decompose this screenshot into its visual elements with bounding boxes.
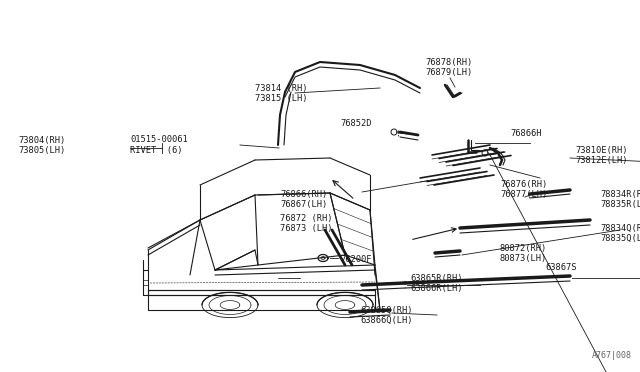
Text: 78835Q(LH): 78835Q(LH)	[600, 234, 640, 243]
Text: 63866R(LH): 63866R(LH)	[410, 283, 463, 292]
Text: 76852D: 76852D	[340, 119, 371, 128]
Text: 76879(LH): 76879(LH)	[425, 68, 472, 77]
Text: 01515-00061: 01515-00061	[130, 135, 188, 144]
Text: 76867(LH): 76867(LH)	[280, 201, 327, 209]
Text: 78834Q(RH): 78834Q(RH)	[600, 224, 640, 232]
Text: 73810E(RH): 73810E(RH)	[575, 145, 627, 154]
Text: 80873(LH): 80873(LH)	[500, 253, 547, 263]
Text: 63865Q(RH): 63865Q(RH)	[360, 305, 413, 314]
Text: 73805(LH): 73805(LH)	[18, 145, 65, 154]
Text: 78834R(RH): 78834R(RH)	[600, 190, 640, 199]
Text: 76872 (RH): 76872 (RH)	[280, 214, 333, 222]
Text: 76200F: 76200F	[340, 256, 371, 264]
Text: 78835R(LH): 78835R(LH)	[600, 201, 640, 209]
Text: 73814 (RH): 73814 (RH)	[255, 83, 307, 93]
Text: 76866H: 76866H	[510, 128, 541, 138]
Text: 76876(RH): 76876(RH)	[500, 180, 547, 189]
Text: A767|008: A767|008	[592, 351, 632, 360]
Text: 73804(RH): 73804(RH)	[18, 135, 65, 144]
Text: 73812E(LH): 73812E(LH)	[575, 155, 627, 164]
Text: 73815 (LH): 73815 (LH)	[255, 93, 307, 103]
Text: 76873 (LH): 76873 (LH)	[280, 224, 333, 232]
Text: 63867S: 63867S	[545, 263, 577, 273]
Text: 76878(RH): 76878(RH)	[425, 58, 472, 67]
Text: 76866(RH): 76866(RH)	[280, 190, 327, 199]
Text: RIVET  (6): RIVET (6)	[130, 145, 182, 154]
Text: 63866Q(LH): 63866Q(LH)	[360, 315, 413, 324]
Text: 76877(LH): 76877(LH)	[500, 190, 547, 199]
Text: 63865R(RH): 63865R(RH)	[410, 273, 463, 282]
Text: 80872(RH): 80872(RH)	[500, 244, 547, 253]
